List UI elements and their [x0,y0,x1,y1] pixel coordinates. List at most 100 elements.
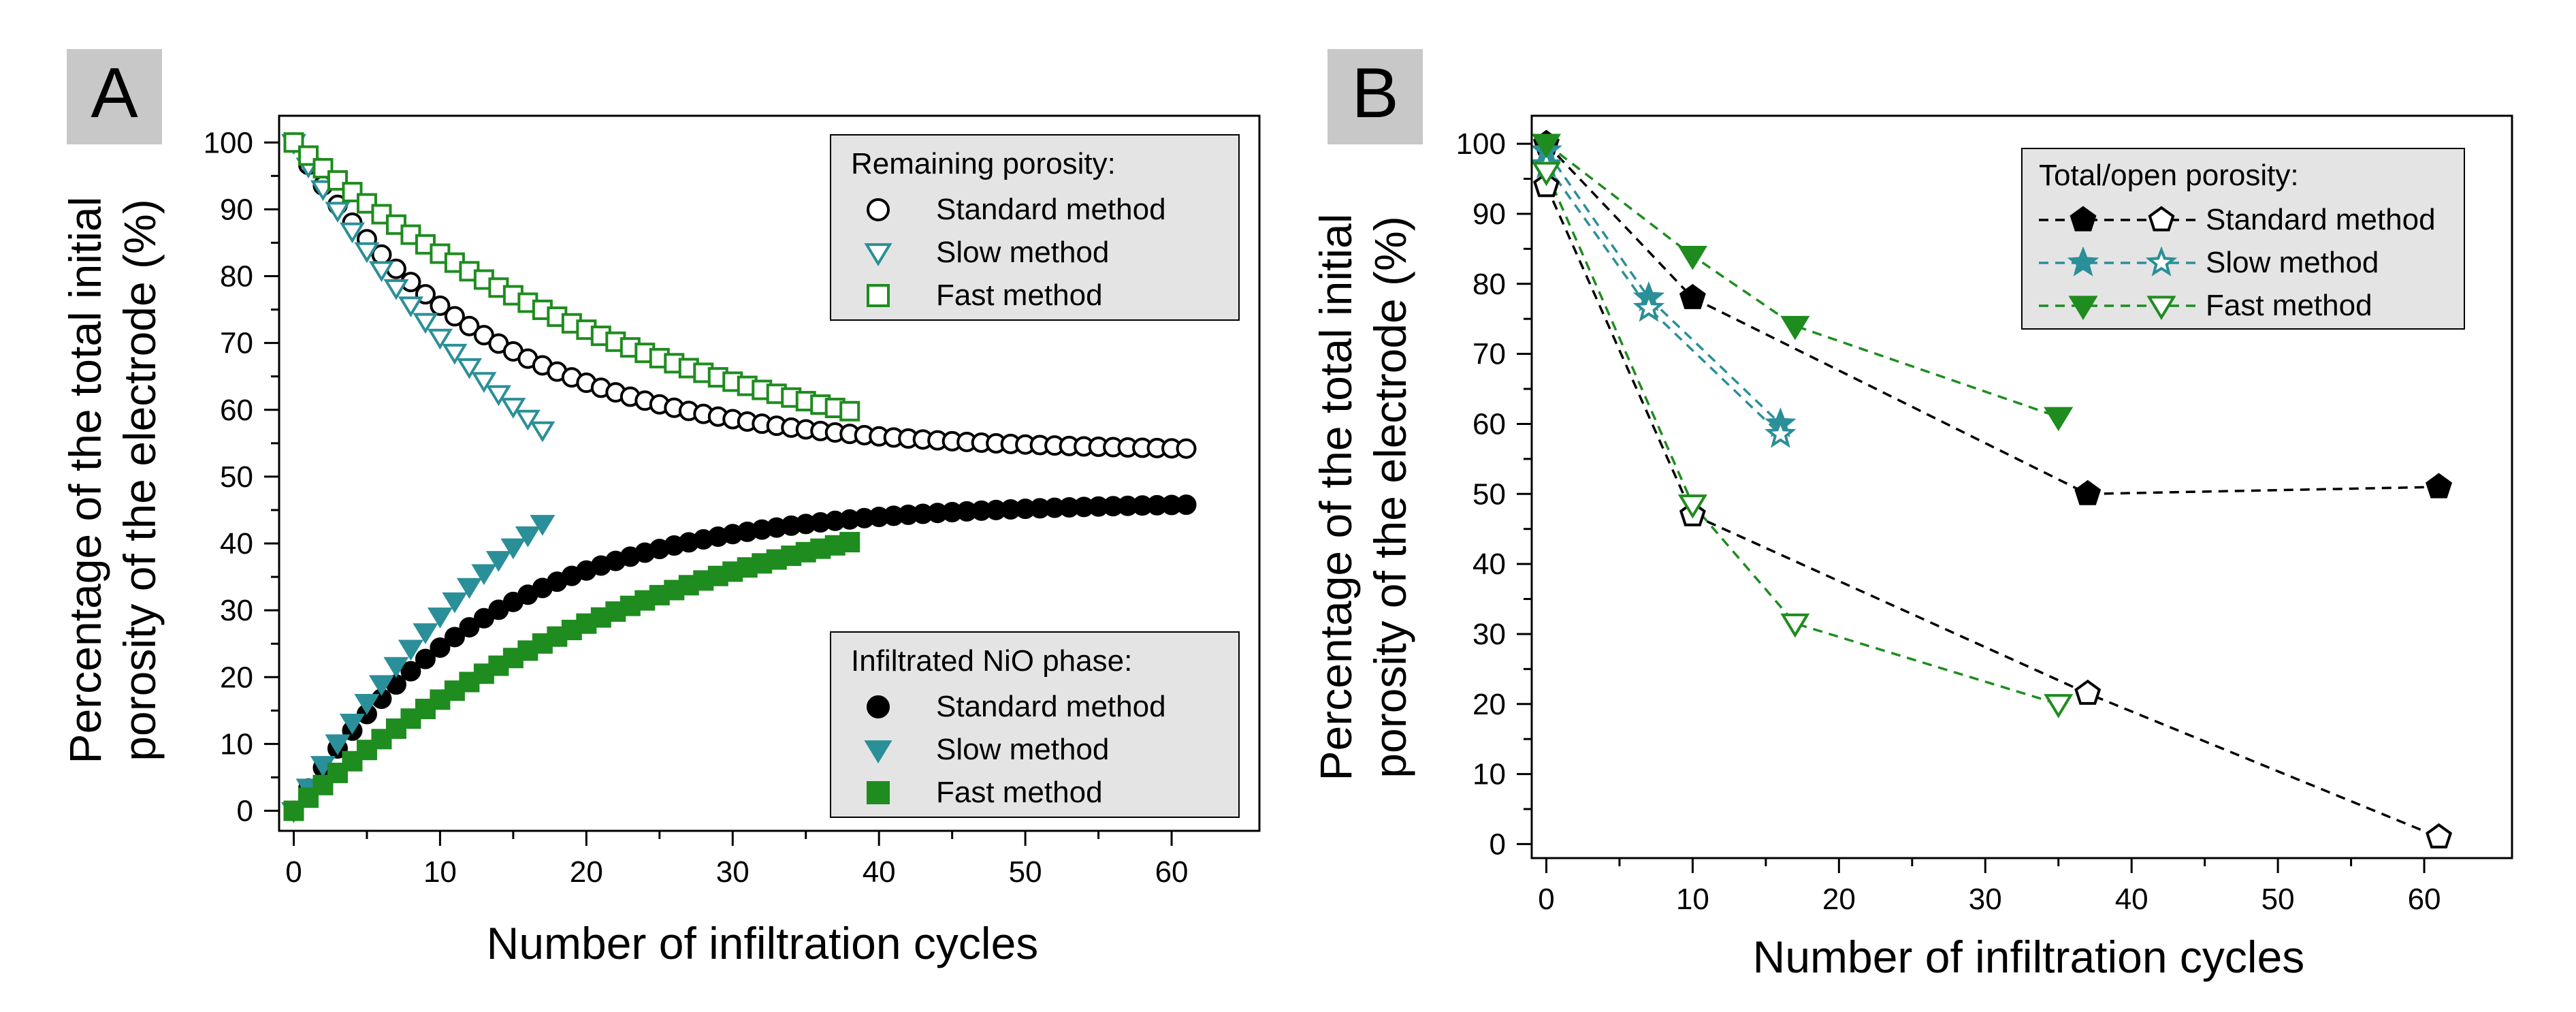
legend-remaining-fast-label: Fast method [936,279,1103,312]
fast-method-total-point [1531,133,1562,159]
panel-a-plot: 0 10 20 30 40 50 60 0 10 20 30 40 50 60 70 80 90 100 [204,114,1261,889]
legend-infiltrated-standard-label: Standard method [936,690,1166,723]
panel-a-xtick-label-0: 0 [285,855,302,889]
infiltrated-nio-phase-slow-method-point [383,657,409,678]
panel-a-xtick-label-20: 20 [570,855,603,889]
remaining-porosity-slow-method-point [530,421,556,443]
panel-b-label: B [1351,54,1398,133]
legend-remaining-box [830,134,1240,321]
standard-method-total-line [1545,142,2439,496]
legend-remaining-standard-label: Standard method [936,193,1166,226]
panel-b-plot: 0 10 20 30 40 50 60 0 10 20 30 40 50 60 70 80 90 100 [1456,114,2513,916]
standard-method-open-point [2426,823,2453,849]
infiltrated-nio-phase-fast-method-legend-marker [867,781,890,804]
fast-method-open-point [1780,613,1810,638]
infiltrated-nio-phase-slow-method-point [398,639,423,661]
infiltrated-nio-phase-standard-method-point [400,661,421,682]
panel-b-ylabel-line-1: Percentage of the total initial [1310,214,1361,781]
fast-method-open-point [1677,494,1707,519]
remaining-porosity-standard-method-point [430,295,451,316]
infiltrated-nio-phase-slow-method-point [456,578,482,599]
panel-b-frame [1530,114,2513,859]
slow-method-open-point [1765,417,1797,448]
infiltrated-nio-phase-slow-method-point [339,714,366,735]
panel-a-ytick-label-50: 50 [220,460,253,494]
panel-b-xtick-label-40: 40 [2115,883,2148,916]
panel-b-ticks: 0 10 20 30 40 50 60 0 10 20 30 40 50 60 70 80 90 100 [1456,127,2441,916]
remaining-porosity-slow-method-point [471,372,497,393]
remaining-porosity-standard-method-point [459,315,480,336]
panel-b-xtick-label-60: 60 [2408,883,2441,916]
remaining-porosity-fast-method-legend-marker [867,284,890,307]
infiltrated-nio-phase-slow-method-legend-marker [864,740,892,764]
legend-infiltrated-standard-marker [867,695,890,718]
fast-method-total-point [2044,407,2074,432]
panel-b-xtick-label-0: 0 [1538,883,1554,916]
infiltrated-nio-phase-fast-method-point [839,532,860,553]
infiltrated-nio-phase-standard-method-legend-marker [867,695,890,718]
panel-a-xtick-label-30: 30 [716,855,750,889]
panel-a-ytick-label-100: 100 [204,126,253,159]
panel-b-ytick-label-80: 80 [1472,268,1506,301]
panel-a: A Percentage of the total initial porosi… [60,49,1261,968]
panel-b-marks [1530,129,2453,849]
panel-b-ytick-label-40: 40 [1472,548,1506,581]
panel-a-ytick-label-70: 70 [220,327,253,360]
remaining-porosity-slow-method-legend-marker [864,243,892,267]
panel-a-xtick-label-50: 50 [1009,855,1042,889]
panel-a-ytick-label-40: 40 [220,527,253,560]
legend-b-slow-label: Slow method [2206,246,2379,279]
remaining-porosity-fast-method-point [752,379,773,400]
fast-method-open-line [1545,171,2059,706]
legend-infiltrated-title: Infiltrated NiO phase: [851,644,1132,678]
legend-infiltrated-slow-label: Slow method [936,733,1109,766]
panel-a-ytick-label-90: 90 [220,193,253,226]
infiltrated-nio-phase-slow-method-point [530,515,556,536]
slow-method-total-line [1545,150,1782,425]
standard-method-open-line [1545,185,2440,838]
legend-b-standard-label: Standard method [2206,203,2436,236]
panel-a-xlabel: Number of infiltration cycles [487,918,1039,968]
panel-a-ytick-label-30: 30 [220,594,253,627]
slow-method-open-legend-marker [2145,246,2178,276]
panel-b-ylabel-line-2: porosity of the electrode (%) [1365,216,1415,778]
panel-a-ytick-label-10: 10 [220,727,253,761]
legend-remaining-slow-marker [864,243,892,267]
remaining-porosity-slow-method-point [427,328,453,350]
infiltrated-nio-phase-standard-method-point [415,648,436,669]
legend-b-fast-label: Fast method [2206,289,2372,322]
infiltrated-nio-phase-standard-method-point [1176,494,1197,516]
standard-method-open-legend-marker [2148,206,2175,232]
infiltrated-nio-phase-slow-method-point [500,538,526,560]
fast-method-open-point [2044,694,2074,718]
panel-a-xtick-label-60: 60 [1155,855,1189,889]
panel-a-legend-infiltrated: Infiltrated NiO phase: Standard method S… [830,631,1240,818]
panel-a-label: A [91,54,138,133]
infiltrated-nio-phase-standard-method-point [444,627,465,648]
legend-infiltrated-box [830,631,1240,818]
standard-method-open-point [2074,679,2102,705]
infiltrated-nio-phase-slow-method-point [368,675,394,696]
panel-a-marks [280,132,1197,823]
panel-b-xtick-label-50: 50 [2261,883,2295,916]
remaining-porosity-fast-method-point [342,182,363,203]
panel-b-legend: Total/open porosity: Standard method Slo… [2021,148,2465,330]
remaining-porosity-standard-method-point [444,306,465,327]
remaining-porosity-slow-method-point [456,358,482,379]
fast-method-total-legend-marker [2068,296,2098,320]
fast-method-total-point [1677,246,1707,270]
remaining-porosity-slow-method-point [485,385,511,407]
remaining-porosity-slow-method-point [515,409,541,431]
panel-b-ytick-label-10: 10 [1472,758,1506,791]
remaining-porosity-slow-method-point [500,398,526,419]
slow-method-open-point [1632,291,1665,322]
legend-remaining-title: Remaining porosity: [851,147,1116,180]
infiltrated-nio-phase-standard-method-point [459,617,480,638]
standard-method-total-point [2074,479,2102,505]
panel-a-ylabel-line-1: Percentage of the total initial [60,197,110,764]
panel-a-xtick-label-10: 10 [423,855,457,889]
legend-b-box [2021,148,2465,330]
panel-b-xtick-label-20: 20 [1822,883,1856,916]
legend-remaining-slow-label: Slow method [936,236,1109,269]
